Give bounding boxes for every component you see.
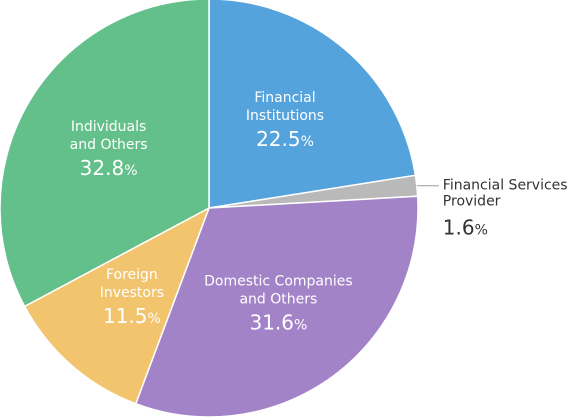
slice-value-financial-services-provider: 1.6% xyxy=(443,216,488,240)
slice-name-financial-services-provider-line-1: Financial Services xyxy=(443,178,568,194)
slice-name-financial-services-provider-line-2: Provider xyxy=(443,194,501,210)
pie-slice-domestic-companies-and-others xyxy=(134,195,419,418)
slice-name-financial-institutions-line-1: Financial xyxy=(254,90,315,106)
slice-name-foreign-investors-line-2: Investors xyxy=(100,285,164,301)
pie-slice-foreign-investors xyxy=(23,206,211,405)
slice-value-domestic-companies-and-others: 31.6% xyxy=(249,310,307,334)
slice-name-foreign-investors-line-1: Foreign xyxy=(106,267,158,283)
slice-name-domestic-companies-and-others-line-2: and Others xyxy=(239,291,317,307)
pie-slice-individuals-and-others xyxy=(0,0,210,308)
slice-name-individuals-and-others-line-1: Individuals xyxy=(71,119,146,135)
slice-value-foreign-investors: 11.5% xyxy=(103,304,161,328)
slice-value-financial-institutions: 22.5% xyxy=(256,127,314,151)
pie-slice-financial-institutions xyxy=(208,0,417,209)
pie-labels: Financial Institutions 22.5% Financial Serv… xyxy=(70,90,568,334)
slice-name-financial-institutions-line-2: Institutions xyxy=(246,108,324,124)
pie-slices xyxy=(0,0,419,418)
slice-value-individuals-and-others: 32.8% xyxy=(80,156,138,180)
slice-name-domestic-companies-and-others-line-1: Domestic Companies xyxy=(204,273,353,289)
slice-name-individuals-and-others-line-2: and Others xyxy=(70,137,148,153)
